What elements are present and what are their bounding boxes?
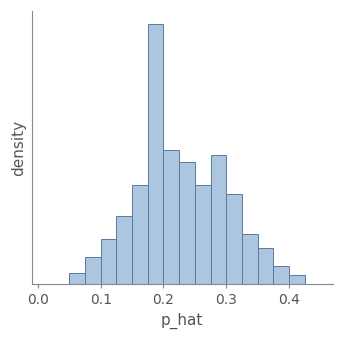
Bar [148,24,163,284]
Bar [273,266,289,284]
Bar [85,257,101,284]
Bar [163,150,179,284]
Bar [132,186,148,284]
Bar [258,248,273,284]
Bar [101,239,116,284]
Bar [179,162,195,284]
Bar [195,186,211,284]
Bar [226,194,242,284]
Bar [211,155,226,284]
Bar [289,275,305,284]
Y-axis label: density: density [11,120,26,176]
X-axis label: p_hat: p_hat [161,313,203,329]
Bar [116,216,132,284]
Bar [242,234,258,284]
Bar [69,273,85,284]
